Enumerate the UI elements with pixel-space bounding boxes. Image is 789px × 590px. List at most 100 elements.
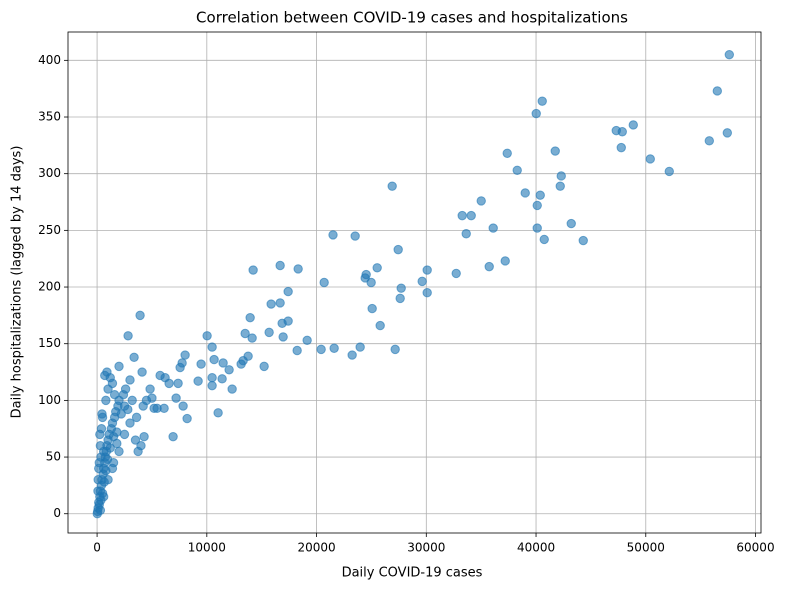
point [193,376,203,386]
point [93,475,103,485]
point [292,345,302,356]
point [375,320,385,331]
point [457,210,467,221]
point [107,463,118,474]
point [502,148,512,158]
point [372,263,382,273]
point [387,181,397,191]
point [101,395,111,406]
point [537,96,547,106]
y-tick-label: 350 [38,110,61,124]
point [476,196,486,206]
point [96,452,106,462]
point [202,331,212,341]
point [114,446,124,457]
point [355,342,365,352]
point [417,276,427,287]
point [168,431,178,442]
x-tick-label: 30000 [407,541,445,555]
point [107,378,118,389]
point [136,441,146,451]
point [129,352,139,363]
y-tick-label: 400 [38,53,61,67]
point [361,269,371,280]
plot-frame [67,31,762,534]
point [278,332,288,342]
point [247,333,257,343]
point [616,142,626,153]
y-tick-label: 150 [38,336,61,350]
point [182,413,192,424]
point [120,384,131,394]
point [329,343,339,353]
point [147,393,157,403]
point [227,384,237,394]
y-tick-label: 250 [38,223,61,237]
point [555,181,565,191]
point [135,310,145,321]
point [112,427,122,437]
point [422,265,432,275]
point [175,362,185,373]
point [207,342,217,352]
point [628,120,638,130]
point [484,261,494,272]
point [578,235,588,246]
point [500,256,510,266]
point [539,234,549,245]
y-tick-label: 300 [38,166,61,180]
point [149,403,159,414]
point [266,299,276,309]
point [645,154,655,164]
point [466,210,476,221]
point [722,128,733,138]
y-tick-label: 0 [53,506,61,520]
x-tick-label: 20000 [297,541,335,555]
point [328,230,338,240]
point [556,171,566,181]
point [535,190,545,200]
point [114,361,124,372]
point [155,370,165,381]
point [139,431,149,442]
y-axis-label: Daily hospitalizations (lagged by 14 day… [10,146,25,419]
point [95,505,106,516]
point [248,265,258,275]
point [119,429,130,440]
point [550,146,560,156]
point [94,463,104,474]
point [218,358,228,368]
point [264,327,274,338]
point [236,359,246,369]
point [512,165,522,175]
point [127,395,137,406]
point [275,260,285,271]
point [531,108,541,119]
point [173,378,183,389]
x-tick-label: 50000 [627,541,665,555]
grid [68,32,761,533]
point [138,401,148,411]
point [196,359,206,369]
point [611,125,621,136]
point [396,283,406,293]
point [347,350,357,360]
point [520,188,530,198]
point [277,318,287,329]
point [137,367,147,377]
point [488,223,498,233]
point [393,244,403,255]
x-tick-label: 0 [93,541,101,555]
x-tick-label: 60000 [736,541,774,555]
point [664,166,674,177]
point [209,354,219,365]
point [422,288,432,298]
point [109,390,120,400]
point [390,344,400,355]
point [350,231,360,241]
point [98,492,109,502]
point [125,418,135,428]
point [566,218,576,229]
point [119,401,130,411]
